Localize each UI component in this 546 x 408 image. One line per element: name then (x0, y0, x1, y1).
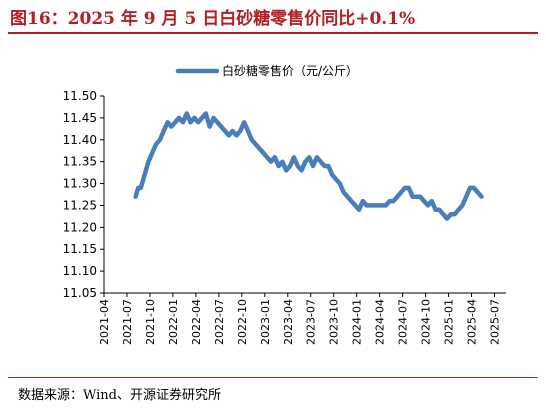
y-tick-label: 11.30 (63, 177, 97, 191)
source-note: 数据来源：Wind、开源证券研究所 (18, 388, 221, 403)
chart-legend: 白砂糖零售价（元/公斤） (175, 63, 358, 78)
x-tick-label: 2025-01 (443, 299, 456, 345)
x-tick-label: 2024-10 (420, 299, 433, 345)
x-tick-label: 2021-07 (121, 299, 134, 345)
y-tick-label: 11.25 (63, 198, 97, 212)
x-tick-label: 2023-04 (282, 299, 295, 345)
x-tick-label: 2022-04 (190, 299, 203, 345)
y-tick-label: 11.10 (63, 264, 97, 278)
x-tick-label: 2025-07 (489, 299, 502, 345)
x-tick-label: 2024-01 (351, 299, 364, 345)
legend-label: 白砂糖零售价（元/公斤） (222, 63, 358, 78)
title-rule (8, 32, 538, 34)
x-tick-label: 2023-01 (259, 299, 272, 345)
x-tick-label: 2021-10 (144, 299, 157, 345)
figure-title: 图16：2025 年 9 月 5 日白砂糖零售价同比+0.1% (10, 9, 416, 29)
x-tick-label: 2024-04 (374, 299, 387, 345)
y-tick-label: 11.45 (63, 111, 97, 125)
source-rule (8, 377, 538, 378)
x-tick-label: 2023-10 (328, 299, 341, 345)
y-tick-label: 11.20 (63, 220, 97, 234)
y-tick-label: 11.35 (63, 155, 97, 169)
x-tick-label: 2021-04 (98, 299, 111, 345)
x-tick-label: 2022-07 (213, 299, 226, 345)
y-tick-label: 11.15 (63, 242, 97, 256)
y-tick-label: 11.50 (63, 89, 97, 103)
y-tick-label: 11.05 (63, 286, 97, 300)
x-axis: 2021-04 2021-07 2021-10 2022-01 2022-04 2022-… (98, 292, 506, 345)
y-tick-label: 11.40 (63, 133, 97, 147)
y-axis: 11.50 11.45 11.40 11.35 11.30 11.25 11.20 11.15… (63, 89, 105, 300)
x-tick-label: 2022-10 (236, 299, 249, 345)
x-tick-label: 2023-07 (305, 299, 318, 345)
x-tick-label: 2024-07 (397, 299, 410, 345)
series-line-sugar-retail-price (133, 111, 484, 221)
x-tick-label: 2022-01 (167, 299, 180, 345)
x-tick-label: 2025-04 (466, 299, 479, 345)
